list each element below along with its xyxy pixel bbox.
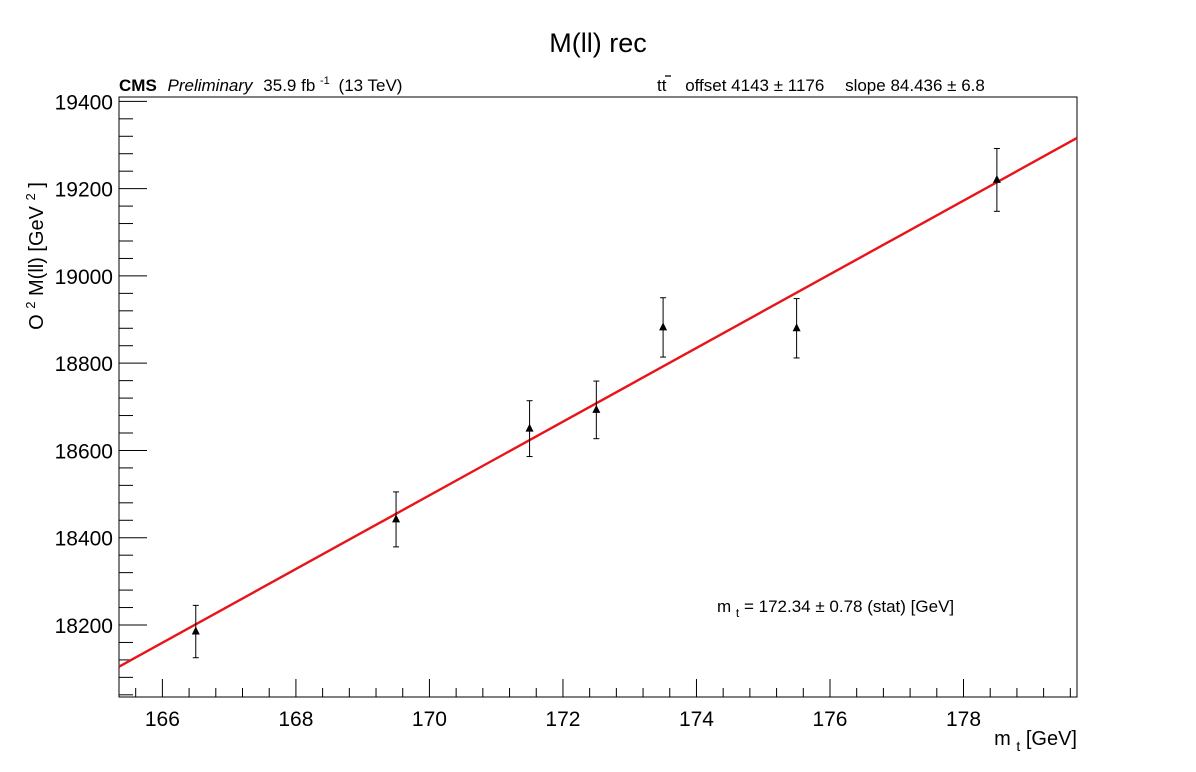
y-axis-superscript-1: 2 bbox=[23, 302, 38, 309]
data-point bbox=[659, 297, 668, 358]
fit-slope-label: slope 84.436 ± 6.8 bbox=[845, 76, 985, 95]
fit-line bbox=[118, 136, 1078, 668]
chart-title: M(ll) rec bbox=[549, 28, 646, 58]
status-label: Preliminary bbox=[168, 76, 255, 95]
x-axis-subscript: t bbox=[1016, 738, 1020, 754]
triangle-marker bbox=[525, 423, 534, 432]
data-point bbox=[525, 400, 534, 458]
process-label: tt bbox=[657, 76, 667, 95]
triangle-marker bbox=[191, 626, 200, 635]
y-tick-label: 18800 bbox=[55, 353, 113, 376]
data-point bbox=[392, 491, 401, 548]
x-tick-label: 168 bbox=[278, 708, 313, 731]
data-point bbox=[992, 147, 1001, 212]
y-tick-label: 18400 bbox=[55, 528, 113, 551]
y-axis-text: M(ll) [GeV bbox=[26, 205, 48, 296]
result-annotation: m t = 172.34 ± 0.78 (stat) [GeV] bbox=[717, 597, 954, 621]
y-tick-label: 19000 bbox=[55, 266, 113, 289]
data-points bbox=[191, 147, 1001, 659]
triangle-marker bbox=[392, 514, 401, 523]
triangle-marker bbox=[592, 404, 601, 413]
experiment-label: CMS bbox=[119, 76, 157, 95]
y-tick-label: 19200 bbox=[55, 179, 113, 202]
x-tick-label: 170 bbox=[412, 708, 447, 731]
x-tick-label: 172 bbox=[545, 708, 580, 731]
x-axis-symbol: m bbox=[994, 728, 1011, 750]
x-axis-label: m t [GeV] bbox=[994, 728, 1077, 756]
x-tick-label: 174 bbox=[679, 708, 714, 731]
data-point bbox=[792, 298, 801, 359]
tick-labels: 166 168 170 172 174 176 178 18200 18400 18600 1880… bbox=[55, 91, 981, 731]
x-axis-unit: [GeV] bbox=[1026, 728, 1077, 750]
lumi-value: 35.9 fb bbox=[263, 76, 315, 95]
data-point bbox=[592, 380, 601, 440]
axis-ticks bbox=[119, 100, 1071, 697]
x-tick-label: 176 bbox=[812, 708, 847, 731]
y-axis-close: ] bbox=[26, 182, 48, 188]
fit-offset-label: offset 4143 ± 1176 bbox=[685, 76, 824, 95]
y-axis-symbol: O bbox=[26, 314, 48, 330]
data-point bbox=[191, 604, 200, 659]
y-tick-label: 18600 bbox=[55, 440, 113, 463]
y-axis-superscript-2: 2 bbox=[23, 193, 38, 200]
plot-frame bbox=[118, 96, 1078, 698]
triangle-marker bbox=[659, 322, 668, 331]
lumi-exponent: -1 bbox=[320, 75, 330, 87]
annotation-symbol: m bbox=[717, 597, 731, 616]
y-axis-label: O 2 M(ll) [GeV 2 ] bbox=[18, 182, 48, 330]
y-tick-label: 18200 bbox=[55, 615, 113, 638]
y-tick-label: 19400 bbox=[55, 91, 113, 114]
header-left: CMS Preliminary 35.9 fb -1 (13 TeV) bbox=[119, 69, 402, 95]
x-tick-label: 166 bbox=[145, 708, 180, 731]
triangle-marker bbox=[992, 174, 1001, 183]
header-right: tt offset 4143 ± 1176 slope 84.436 ± 6.8 bbox=[657, 76, 985, 95]
annotation-subscript: t bbox=[736, 606, 740, 620]
energy-label: (13 TeV) bbox=[339, 76, 403, 95]
x-tick-label: 178 bbox=[946, 708, 981, 731]
annotation-value: = 172.34 ± 0.78 (stat) [GeV] bbox=[744, 597, 954, 616]
triangle-marker bbox=[792, 323, 801, 332]
